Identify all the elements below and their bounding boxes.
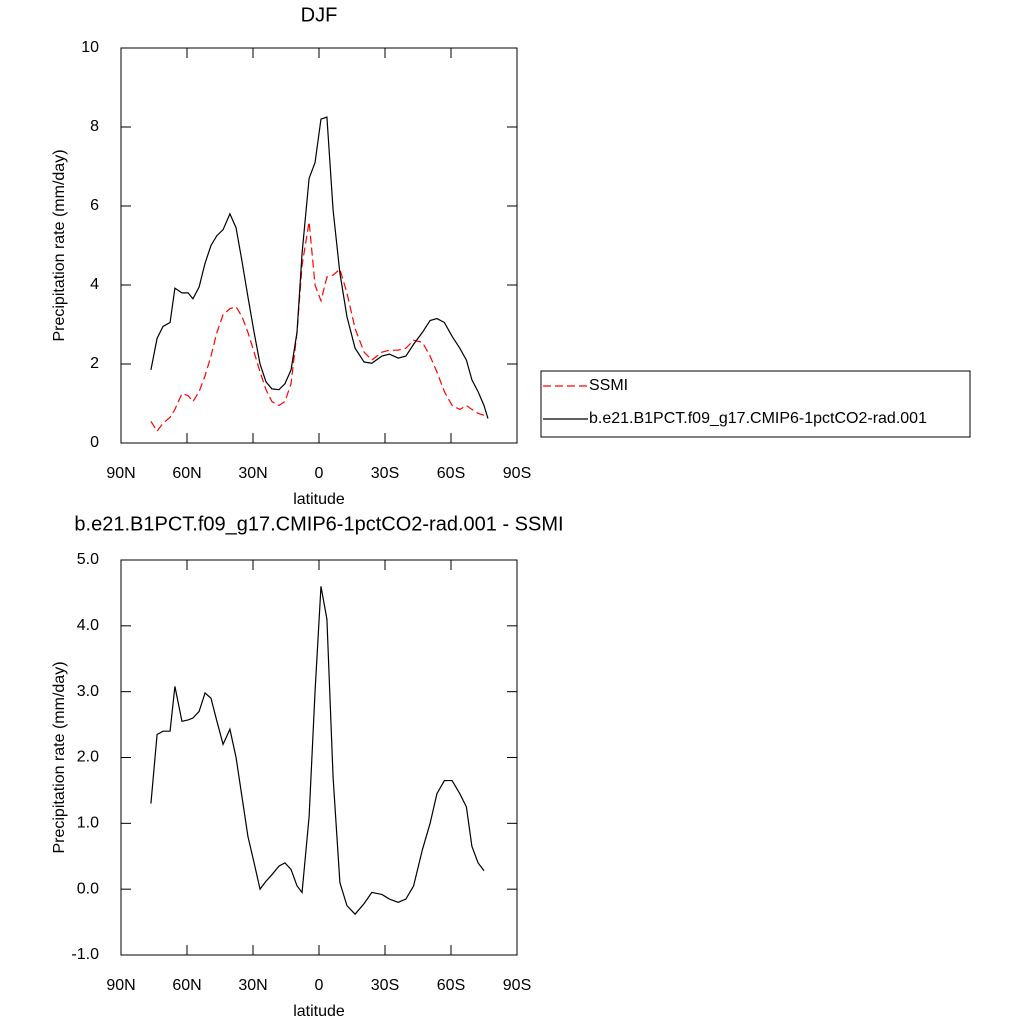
chart: DJF latitude Precipitation rate (mm/day) 90…: [51, 4, 971, 508]
x-tick-label: 0: [315, 465, 324, 482]
y-tick-label: 4: [90, 276, 99, 293]
y-tick-label: 1.0: [77, 815, 99, 832]
y-tick-label: 2: [90, 355, 99, 372]
x-tick-label: 90S: [503, 977, 531, 994]
x-axis-label: latitude: [293, 1003, 345, 1020]
y-tick-label: 3.0: [77, 683, 99, 700]
y-axis-label: Precipitation rate (mm/day): [51, 661, 68, 853]
y-tick-label: 10: [81, 39, 99, 56]
x-tick-label: 90N: [106, 977, 135, 994]
legend: SSMI b.e21.B1PCT.f09_g17.CMIP6-1pctCO2-ra…: [540, 370, 971, 438]
y-tick-label: 4.0: [77, 617, 99, 634]
x-tick-label: 90N: [106, 465, 135, 482]
x-tick-label: 30N: [238, 977, 267, 994]
x-axis-label: latitude: [293, 491, 345, 508]
data-line: [150, 116, 489, 419]
plot-frame: [120, 559, 518, 956]
legend-label: SSMI: [589, 377, 628, 394]
legend-box: [540, 370, 971, 438]
y-tick-label: 6: [90, 197, 99, 214]
legend-label: b.e21.B1PCT.f09_g17.CMIP6-1pctCO2-rad.00…: [589, 410, 927, 427]
data-line: [150, 586, 485, 916]
chart: b.e21.B1PCT.f09_g17.CMIP6-1pctCO2-rad.00…: [51, 513, 563, 1020]
y-tick-label: 5.0: [77, 551, 99, 568]
y-tick-label: 0: [90, 434, 99, 451]
plot-frame: [120, 47, 518, 444]
x-tick-label: 30S: [371, 977, 399, 994]
x-tick-label: 60S: [437, 977, 465, 994]
y-tick-label: 8: [90, 118, 99, 135]
chart-title: b.e21.B1PCT.f09_g17.CMIP6-1pctCO2-rad.00…: [74, 513, 563, 535]
x-tick-label: 60N: [172, 465, 201, 482]
y-axis-label: Precipitation rate (mm/day): [51, 149, 68, 341]
x-tick-label: 60S: [437, 465, 465, 482]
y-tick-label: 2.0: [77, 749, 99, 766]
data-line: [150, 221, 489, 433]
y-tick-label: -1.0: [71, 946, 99, 963]
x-tick-label: 30S: [371, 465, 399, 482]
chart-title: DJF: [301, 4, 338, 26]
x-tick-label: 0: [315, 977, 324, 994]
y-tick-label: 0.0: [77, 880, 99, 897]
x-tick-label: 60N: [172, 977, 201, 994]
x-tick-label: 90S: [503, 465, 531, 482]
x-tick-label: 30N: [238, 465, 267, 482]
